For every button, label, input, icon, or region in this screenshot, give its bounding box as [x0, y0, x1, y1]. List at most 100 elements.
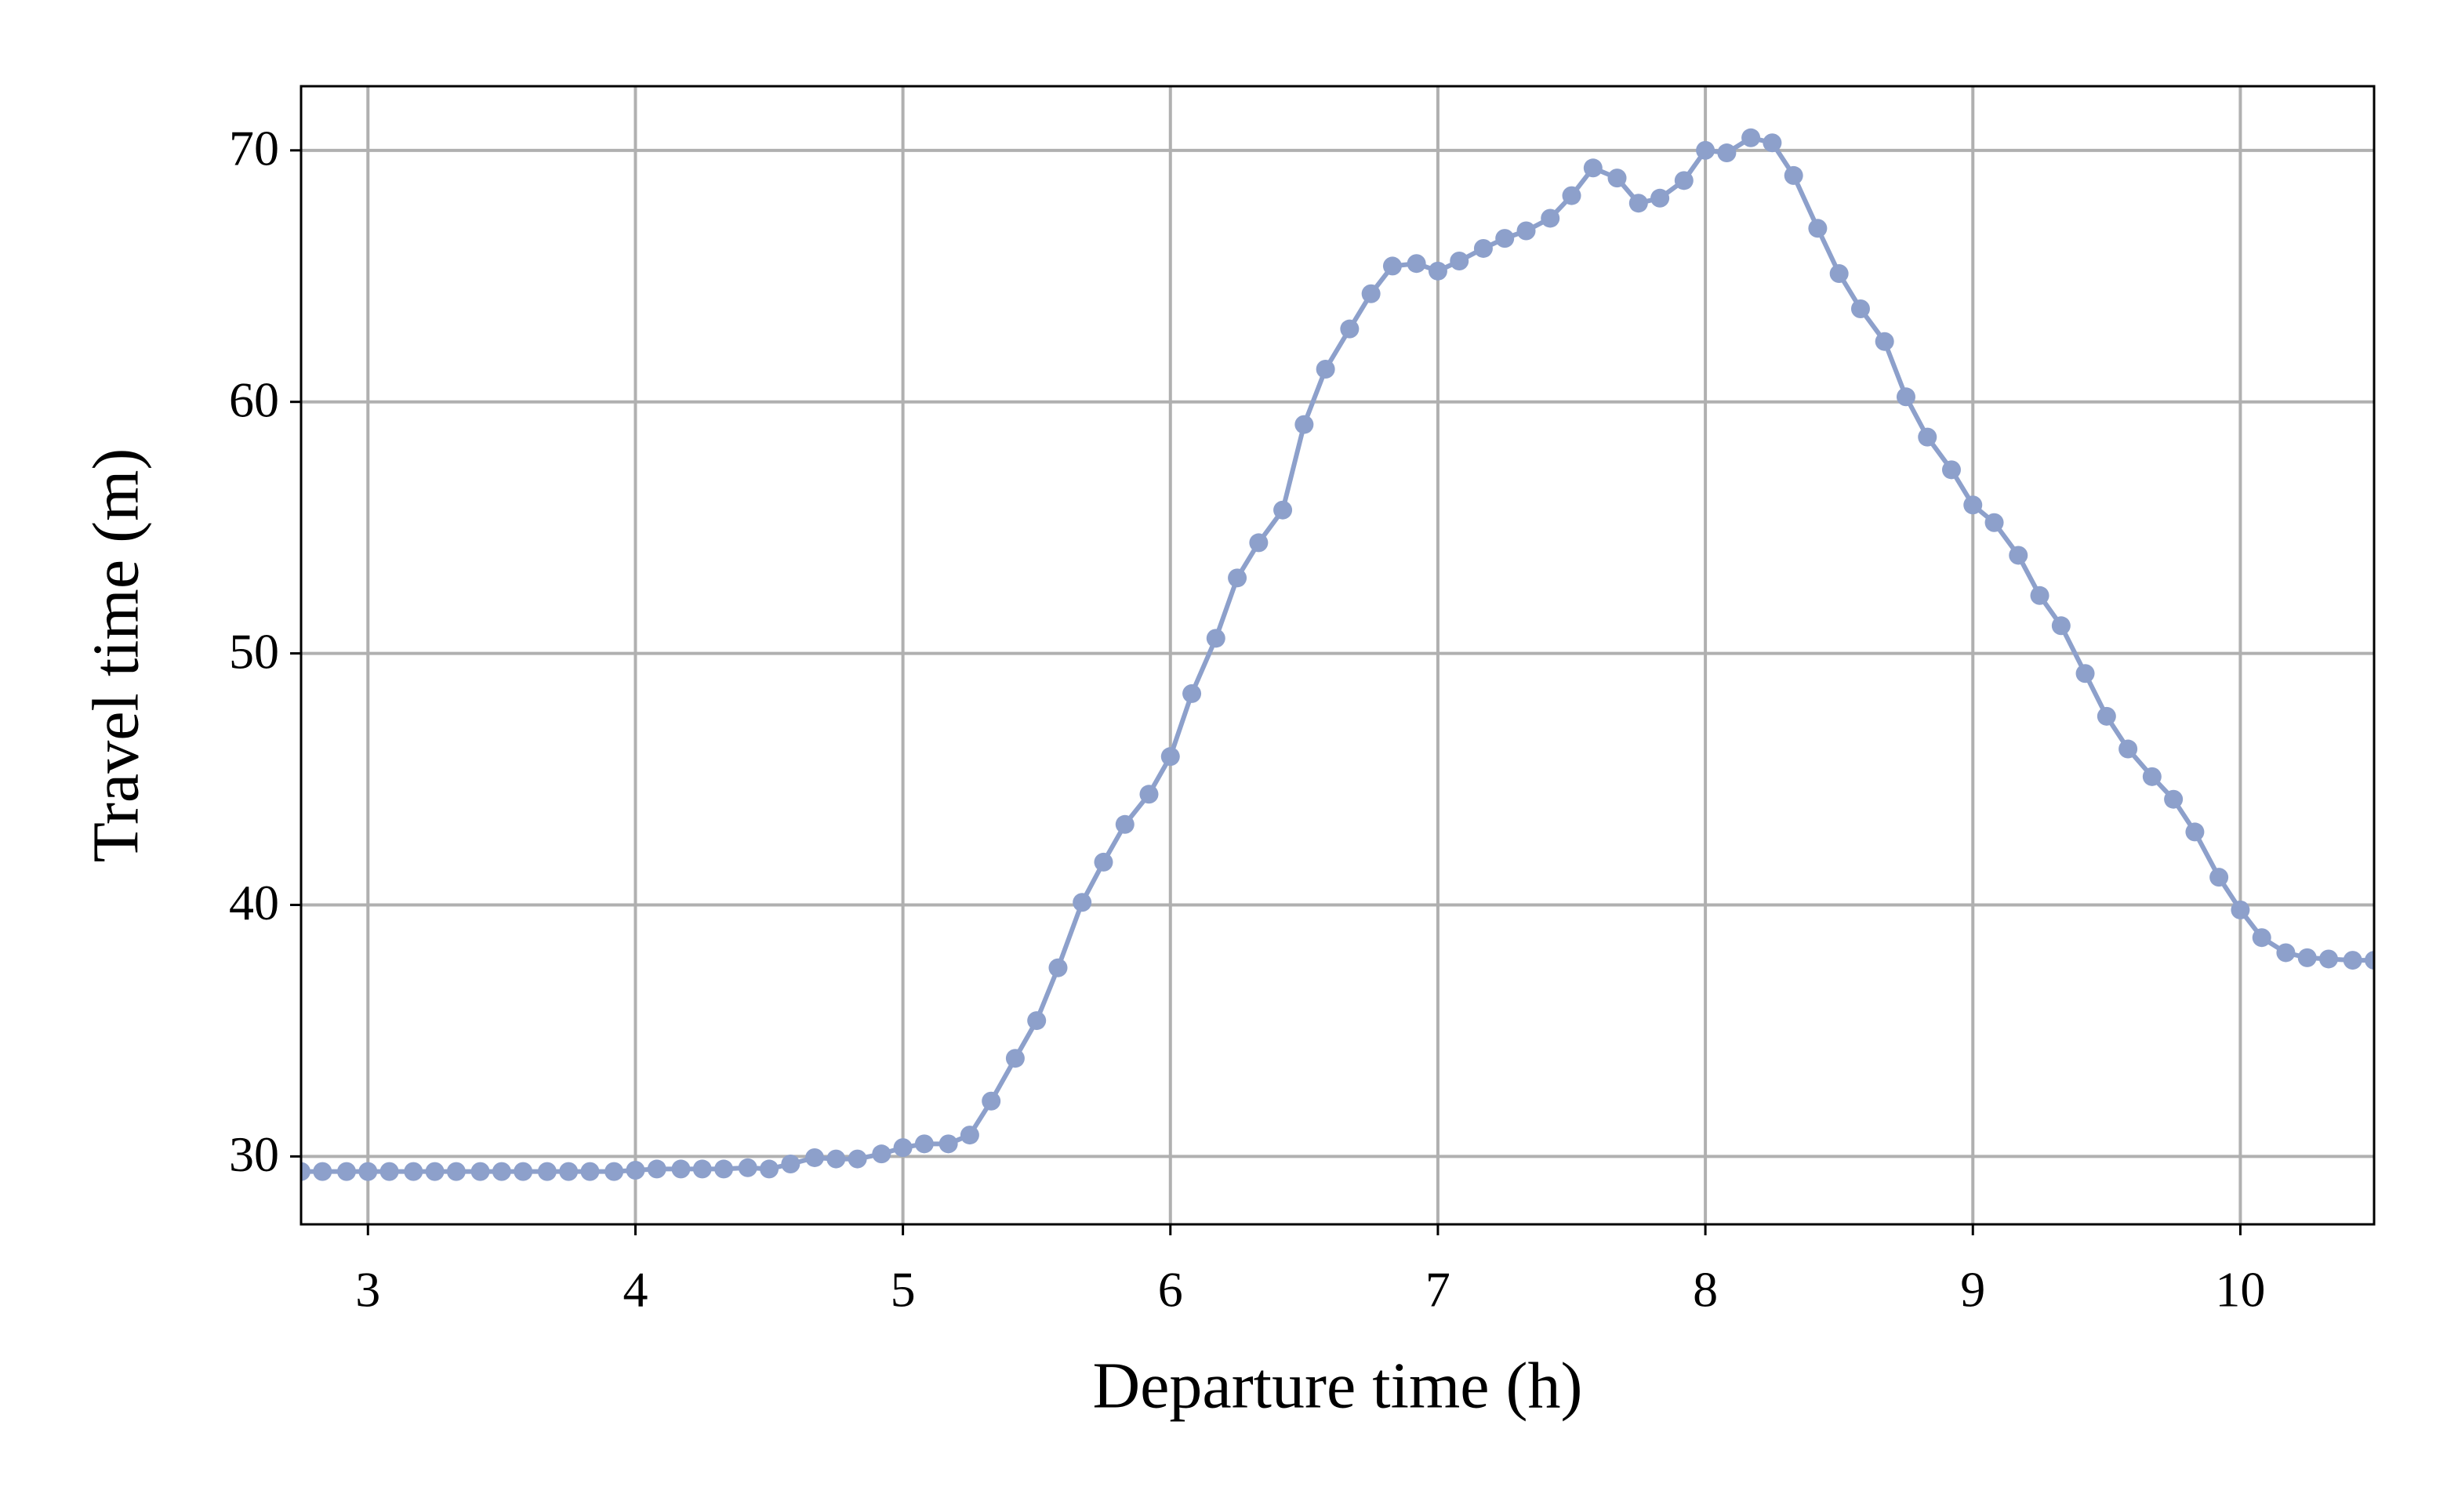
data-point [2142, 767, 2162, 786]
data-point [2209, 868, 2229, 887]
data-point [1562, 186, 1581, 205]
data-point [1495, 229, 1515, 248]
data-point [781, 1154, 801, 1173]
data-point [1808, 219, 1828, 238]
data-point [1984, 513, 2004, 532]
data-point [914, 1134, 934, 1154]
data-point [982, 1091, 1001, 1111]
data-point [1294, 415, 1314, 434]
data-line [301, 135, 2374, 1174]
data-point [1628, 194, 1648, 213]
data-point [1139, 785, 1159, 804]
plot-area [301, 128, 2374, 1181]
data-point [826, 1149, 846, 1169]
data-point [1273, 500, 1293, 520]
data-point [848, 1149, 867, 1169]
data-point [1027, 1011, 1047, 1031]
data-point [2164, 789, 2184, 809]
data-point [960, 1126, 979, 1145]
data-point [1073, 893, 1092, 912]
data-point [2297, 948, 2317, 967]
data-point [1249, 533, 1269, 553]
data-point [714, 1159, 734, 1179]
data-point [1583, 158, 1603, 178]
y-tick-label: 60 [229, 372, 279, 427]
data-point [404, 1162, 423, 1181]
data-point [1607, 169, 1627, 188]
data-point [1541, 208, 1560, 228]
data-point [1696, 140, 1715, 160]
data-point [2051, 616, 2071, 636]
data-point [1650, 188, 1670, 208]
data-point [559, 1162, 579, 1181]
data-point [446, 1162, 466, 1181]
data-point [1450, 252, 1469, 271]
data-point [2009, 546, 2028, 565]
data-point [2075, 664, 2095, 683]
data-point [1361, 284, 1381, 303]
data-point [2185, 822, 2205, 842]
data-point [692, 1159, 712, 1179]
data-point [1206, 629, 1225, 648]
data-point [2030, 586, 2049, 605]
data-point [805, 1148, 825, 1167]
plot-frame [300, 85, 2376, 1226]
x-tick-label: 6 [1158, 1262, 1183, 1318]
x-tick-label: 3 [355, 1262, 380, 1318]
data-point [1160, 747, 1180, 767]
data-point [1115, 814, 1135, 834]
data-point [379, 1162, 399, 1181]
data-point [872, 1144, 891, 1164]
data-point [893, 1138, 913, 1158]
data-point [1763, 133, 1782, 153]
data-point [604, 1162, 624, 1181]
data-point [2231, 900, 2250, 919]
x-tick-label: 10 [2215, 1262, 2265, 1318]
data-point [738, 1158, 757, 1177]
data-point [2118, 739, 2138, 759]
x-tick-label: 8 [1693, 1262, 1718, 1318]
data-point [425, 1162, 445, 1181]
data-point [1473, 238, 1493, 258]
data-point [1896, 387, 1915, 407]
data-point [2343, 951, 2362, 970]
y-tick-label: 40 [229, 875, 279, 930]
x-axis-label: Departure time (h) [1092, 1349, 1582, 1422]
data-point [1918, 427, 1937, 447]
data-point [626, 1161, 645, 1180]
data-point [358, 1162, 378, 1181]
data-point [1674, 171, 1694, 190]
data-point [1094, 852, 1113, 872]
data-point [514, 1162, 533, 1181]
data-point [1340, 319, 1360, 339]
data-point [1516, 221, 1536, 241]
data-point [2252, 928, 2271, 948]
data-point [1048, 958, 1068, 977]
data-point [313, 1162, 332, 1181]
data-point [1005, 1049, 1025, 1068]
data-point [301, 1162, 310, 1181]
y-axis-label: Travel time (m) [79, 448, 152, 863]
data-point [1382, 256, 1402, 276]
data-point [336, 1162, 356, 1181]
data-point [671, 1159, 691, 1179]
data-point [537, 1162, 557, 1181]
data-point [1316, 359, 1335, 379]
y-tick-label: 50 [229, 623, 279, 679]
y-tick-label: 70 [229, 121, 279, 176]
data-point [1428, 261, 1447, 281]
x-tick-label: 7 [1425, 1262, 1450, 1318]
data-point [1963, 495, 1983, 515]
data-point [2365, 951, 2374, 970]
data-point [1784, 165, 1803, 185]
x-tick-label: 5 [891, 1262, 916, 1318]
data-point [2319, 949, 2339, 969]
data-point [2097, 706, 2116, 726]
data-point [1941, 460, 1961, 480]
data-point [1407, 254, 1426, 274]
x-tick-label: 4 [623, 1262, 648, 1318]
data-point [939, 1134, 958, 1154]
x-tick-label: 9 [1960, 1262, 1985, 1318]
data-point [1182, 683, 1202, 703]
